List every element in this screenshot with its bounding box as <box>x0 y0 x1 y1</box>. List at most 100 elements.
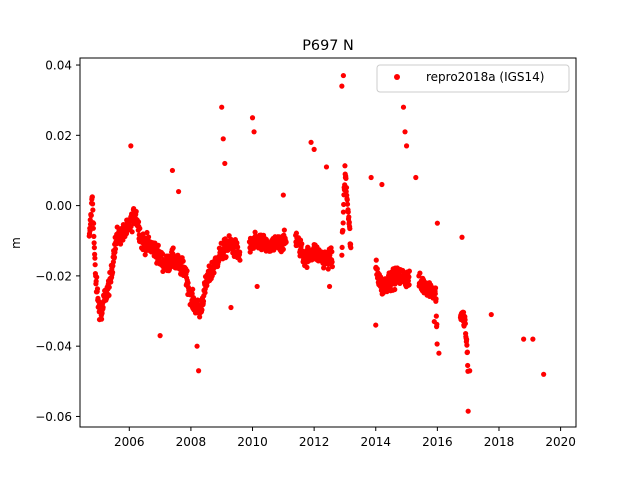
data-point <box>464 336 470 343</box>
outlier-point <box>228 304 234 311</box>
data-point <box>406 282 412 288</box>
data-point <box>235 244 241 250</box>
outlier-point <box>467 368 473 374</box>
outlier-point <box>222 160 228 167</box>
x-tick-label: 2018 <box>484 435 515 449</box>
data-point <box>133 208 139 215</box>
data-point <box>464 349 470 355</box>
data-point <box>189 290 195 297</box>
data-point <box>374 266 380 272</box>
data-point <box>106 292 112 298</box>
data-point <box>111 254 117 260</box>
y-axis: 0.04 0.02 0.00 −0.02 −0.04 −0.06 <box>35 59 80 424</box>
data-point <box>329 264 335 270</box>
data-point <box>328 245 334 251</box>
data-point <box>280 246 286 252</box>
outlier-point <box>308 139 314 145</box>
outlier-point <box>196 368 202 374</box>
outlier-point <box>251 129 257 135</box>
outlier-point <box>368 174 374 181</box>
outlier-point <box>175 188 182 195</box>
data-point <box>432 285 439 291</box>
outlier-point <box>402 129 408 135</box>
plot-frame <box>79 57 577 428</box>
outlier-point <box>157 333 163 339</box>
y-tick-label: −0.02 <box>35 269 72 283</box>
data-point <box>90 207 96 213</box>
data-point <box>89 194 95 200</box>
data-point <box>144 229 150 236</box>
data-point <box>343 184 350 191</box>
chart-title: P697 N <box>302 38 354 54</box>
data-point <box>89 201 96 207</box>
data-point <box>94 274 100 280</box>
legend-box <box>376 64 570 93</box>
data-point <box>465 362 471 369</box>
x-tick-label: 2010 <box>237 435 268 449</box>
data-point <box>346 214 352 220</box>
data-point <box>252 229 258 235</box>
data-point <box>299 241 305 247</box>
outlier-point <box>280 192 286 198</box>
data-point <box>345 209 351 215</box>
outlier-point <box>340 72 346 79</box>
legend-marker <box>394 74 400 80</box>
data-point <box>293 230 300 236</box>
data-point <box>346 219 352 225</box>
outlier-point <box>403 143 410 149</box>
data-point <box>325 266 331 272</box>
data-point <box>91 233 97 239</box>
data-point <box>160 251 166 257</box>
x-tick-label: 2020 <box>545 435 576 449</box>
outlier-point <box>459 234 465 240</box>
data-point <box>342 163 348 169</box>
data-point <box>112 246 119 252</box>
outlier-point <box>326 283 333 290</box>
data-point <box>155 242 161 248</box>
data-point <box>98 316 105 322</box>
data-point <box>92 262 98 268</box>
data-point <box>88 212 94 218</box>
y-tick-label: −0.06 <box>35 410 72 424</box>
data-point <box>417 270 423 276</box>
data-point <box>100 304 106 310</box>
data-point <box>180 258 186 264</box>
data-point <box>184 268 190 274</box>
outlier-point <box>169 167 176 174</box>
data-point <box>347 225 353 232</box>
data-point <box>433 313 439 319</box>
outlier-point <box>254 283 260 290</box>
y-tick-label: 0.02 <box>45 129 72 143</box>
x-tick-label: 2014 <box>360 435 391 449</box>
outlier-point <box>339 83 345 89</box>
data-point <box>464 342 470 348</box>
outlier-point <box>249 115 256 121</box>
outlier-point <box>220 136 226 142</box>
data-point <box>110 263 116 269</box>
x-tick-label: 2012 <box>299 435 330 449</box>
data-point <box>145 234 152 240</box>
outlier-point <box>541 371 547 377</box>
data-point <box>340 227 346 234</box>
data-point <box>343 175 349 182</box>
data-point <box>108 279 114 285</box>
data-point <box>329 249 335 255</box>
data-point <box>462 320 468 327</box>
data-point <box>432 291 438 297</box>
outlier-point <box>194 343 200 349</box>
y-axis-label: m <box>9 237 23 249</box>
x-tick-label: 2008 <box>176 435 207 449</box>
data-point <box>406 274 412 280</box>
data-point <box>92 251 98 257</box>
data-point <box>339 252 345 258</box>
data-point <box>340 220 346 226</box>
data-point <box>373 257 379 263</box>
data-point <box>135 219 142 225</box>
data-point <box>283 239 289 245</box>
x-tick-label: 2016 <box>422 435 453 449</box>
data-point <box>202 290 208 296</box>
y-tick-label: −0.04 <box>35 340 72 354</box>
data-point <box>137 225 143 232</box>
data-point <box>223 254 229 260</box>
